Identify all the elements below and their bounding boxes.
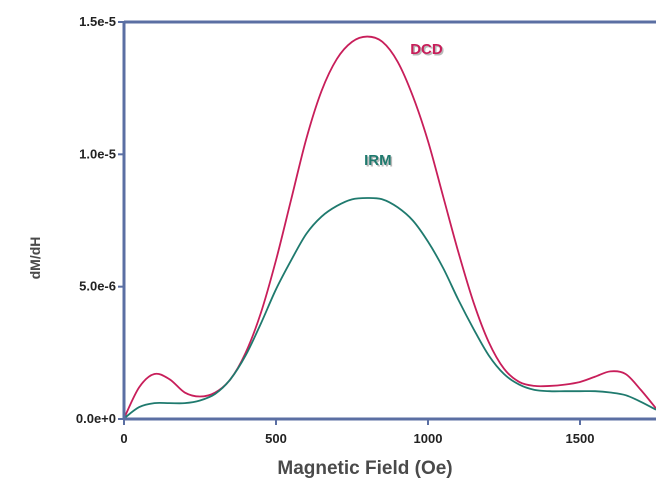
y-tick-label: 1.0e-5 xyxy=(79,146,116,161)
axes-layer xyxy=(122,20,656,421)
irm-series-label: IRM xyxy=(364,152,392,169)
y-tick-label: 0.0e+0 xyxy=(76,411,116,426)
x-tick-label: 1500 xyxy=(566,431,595,446)
y-tick-label: 1.5e-5 xyxy=(79,14,116,29)
x-tick-label: 0 xyxy=(120,431,127,446)
y-tick-label: 5.0e-6 xyxy=(79,279,116,294)
y-axis-title: dM/dH xyxy=(27,237,43,280)
dcd-series-label-shadow: DCD xyxy=(412,42,445,59)
x-tick-label: 500 xyxy=(265,431,287,446)
dcd-series-line xyxy=(123,35,656,419)
x-tick-label: 1000 xyxy=(414,431,443,446)
x-axis-title: Magnetic Field (Oe) xyxy=(277,458,452,479)
dcd-series-label: DCD xyxy=(410,41,443,58)
irm-series-line xyxy=(123,197,656,420)
ticks-layer: 0.0e+0 5.0e-6 1.0e-5 1.5e-5 0 500 1000 1500 xyxy=(76,14,595,446)
irm-series-label-shadow: IRM xyxy=(366,153,394,170)
